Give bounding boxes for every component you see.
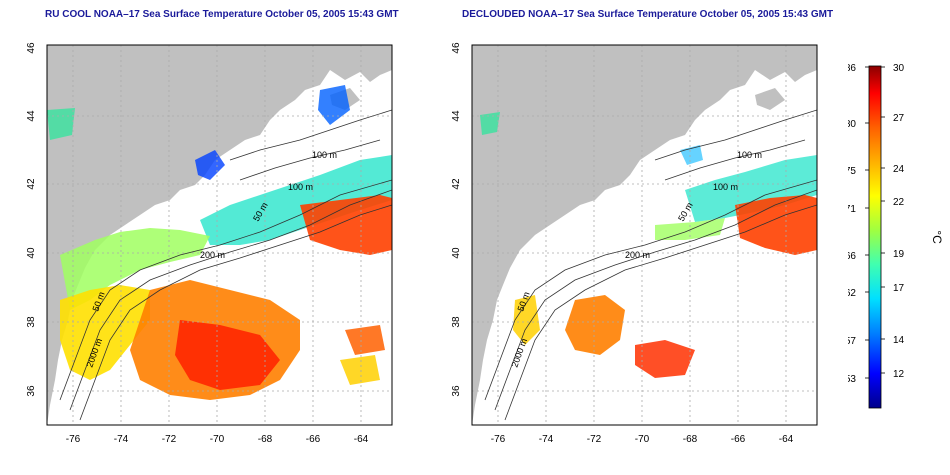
celsius-tick: 22 (893, 197, 905, 208)
lat-tick: 44 (451, 110, 462, 122)
lon-tick: -72 (587, 434, 602, 445)
lat-tick: 42 (451, 178, 462, 190)
fahrenheit-tick: 66 (848, 251, 856, 262)
right-sst-map: 100 m 100 m 50 m 200 m 50 m 2000 m -76 -… (451, 42, 818, 445)
fahrenheit-tick: 57 (848, 336, 856, 347)
lon-tick: -70 (210, 434, 225, 445)
lat-tick: 44 (26, 110, 37, 122)
fahrenheit-tick: 62 (848, 288, 856, 299)
celsius-tick: 19 (893, 249, 905, 260)
land-mass (47, 45, 392, 425)
sst-warm-core (565, 295, 625, 355)
lon-tick: -72 (162, 434, 177, 445)
lat-tick: 36 (26, 385, 37, 397)
sst-cold-band (685, 155, 817, 222)
lat-tick: 46 (26, 42, 37, 54)
lon-tick: -66 (731, 434, 746, 445)
lon-tick: -66 (306, 434, 321, 445)
lon-tick: -64 (779, 434, 794, 445)
left-sst-map: 100 m 100 m 50 m 200 m 50 m 2000 m -76 -… (26, 42, 393, 445)
lon-tick: -70 (635, 434, 650, 445)
celsius-tick: 24 (893, 164, 905, 175)
contour-label: 200 m (200, 250, 225, 260)
fahrenheit-tick: 86 (848, 63, 856, 74)
lon-tick: -74 (114, 434, 129, 445)
fahrenheit-tick: 53 (848, 374, 856, 385)
lon-tick: -74 (539, 434, 554, 445)
contour-label: 100 m (288, 182, 313, 192)
lon-tick: -76 (491, 434, 506, 445)
contour-label: 100 m (737, 150, 762, 160)
lon-tick: -68 (258, 434, 273, 445)
lon-tick: -76 (66, 434, 81, 445)
colorbar-gradient (868, 65, 882, 409)
lat-tick: 40 (26, 247, 37, 259)
contour-label: 100 m (312, 150, 337, 160)
lat-tick: 36 (451, 385, 462, 397)
sst-cold-band (200, 155, 392, 245)
celsius-tick: 27 (893, 113, 905, 124)
lat-tick: 46 (451, 42, 462, 54)
fahrenheit-tick: 71 (848, 204, 856, 215)
lat-tick: 40 (451, 247, 462, 259)
fahrenheit-tick: 75 (848, 166, 856, 177)
lon-tick: -68 (683, 434, 698, 445)
contour-label: 100 m (713, 182, 738, 192)
fahrenheit-tick: 80 (848, 119, 856, 130)
land-mass (472, 45, 817, 425)
lon-tick: -64 (354, 434, 369, 445)
left-map-title: RU COOL NOAA–17 Sea Surface Temperature … (45, 9, 399, 20)
celsius-tick: 17 (893, 283, 905, 294)
celsius-tick: 14 (893, 335, 905, 346)
right-map-title: DECLOUDED NOAA–17 Sea Surface Temperatur… (462, 9, 834, 20)
lat-tick: 38 (26, 316, 37, 328)
celsius-tick: 30 (893, 63, 905, 74)
lat-tick: 38 (451, 316, 462, 328)
contour-label: 200 m (625, 250, 650, 260)
lat-tick: 42 (26, 178, 37, 190)
temperature-colorbar: 86 80 75 71 66 62 57 53 30 27 24 22 19 1… (848, 63, 944, 409)
celsius-axis-label: °C (930, 230, 944, 244)
celsius-tick: 12 (893, 369, 905, 380)
